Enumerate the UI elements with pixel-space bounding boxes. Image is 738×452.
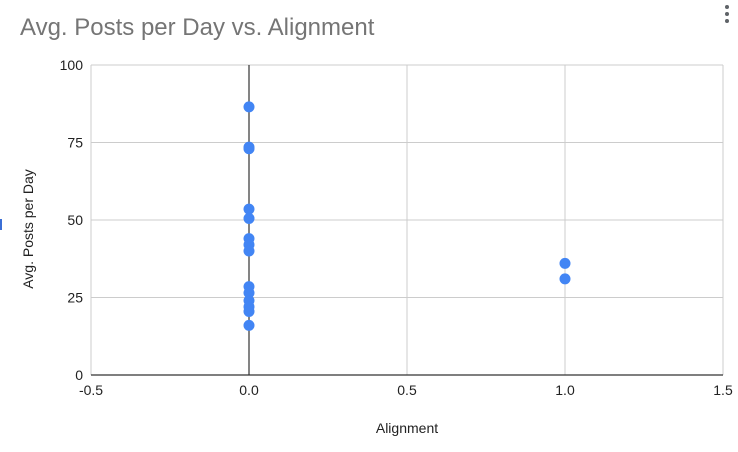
data-point bbox=[243, 245, 255, 257]
y-tick-label: 0 bbox=[75, 367, 83, 383]
data-point bbox=[243, 305, 255, 317]
selection-edge-marker bbox=[0, 219, 2, 230]
x-tick-label: 1.0 bbox=[555, 382, 575, 398]
y-tick-label: 50 bbox=[67, 212, 83, 228]
more-options-icon[interactable] bbox=[720, 2, 734, 26]
data-point bbox=[243, 101, 255, 113]
x-tick-label: 1.5 bbox=[713, 382, 733, 398]
y-axis-title: Avg. Posts per Day bbox=[20, 169, 36, 289]
data-point bbox=[243, 203, 255, 215]
data-point bbox=[243, 143, 255, 155]
y-tick-label: 75 bbox=[67, 135, 83, 151]
x-tick-label: 0.5 bbox=[397, 382, 417, 398]
data-point bbox=[243, 212, 255, 224]
data-point bbox=[243, 287, 255, 299]
gridlines bbox=[90, 64, 724, 376]
y-tick-label: 25 bbox=[67, 290, 83, 306]
tick-labels: 0 25 50 75 100 -0.5 0.0 0.5 1.0 1.5 bbox=[60, 57, 733, 398]
x-axis-title: Alignment bbox=[376, 420, 438, 436]
data-point bbox=[559, 257, 571, 269]
chart-title: Avg. Posts per Day vs. Alignment bbox=[20, 14, 375, 41]
data-points bbox=[243, 101, 571, 331]
data-point bbox=[559, 273, 571, 285]
x-tick-label: 0.0 bbox=[239, 382, 259, 398]
y-tick-label: 100 bbox=[60, 57, 84, 73]
data-point bbox=[243, 319, 255, 331]
x-tick-label: -0.5 bbox=[79, 382, 103, 398]
